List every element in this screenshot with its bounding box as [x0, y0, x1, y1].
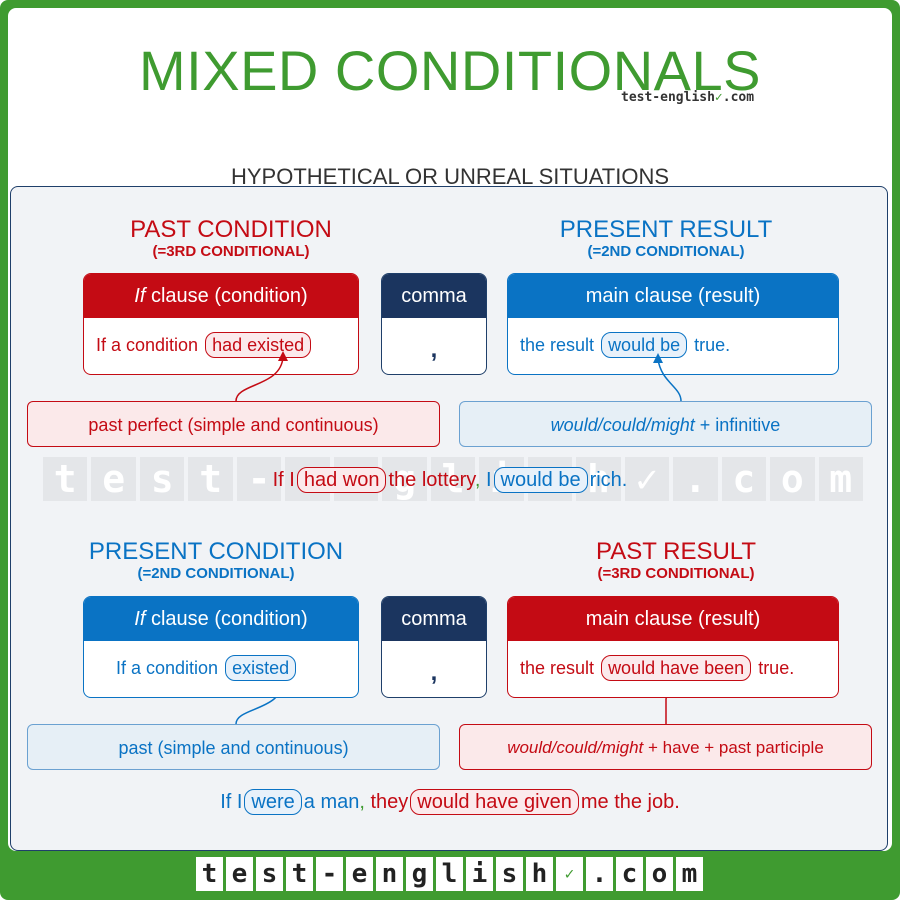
main-clause-box: main clause (result) the result would be… [507, 273, 839, 375]
verb-pill: would be [601, 332, 688, 358]
header-title: PAST CONDITION [130, 216, 332, 243]
brand-prefix: test-english [621, 90, 715, 105]
header-subtitle: (=2ND CONDITIONAL) [137, 565, 295, 582]
main-clause-box: main clause (result) the result would ha… [507, 596, 839, 698]
comma-head: comma [382, 597, 486, 641]
header-subtitle: (=2ND CONDITIONAL) [587, 243, 745, 260]
brand-logo: test-english✓.com [621, 90, 754, 105]
content-area: MIXED CONDITIONALS test-english✓.com HYP… [8, 8, 892, 851]
letter-tile: e [226, 857, 253, 891]
letter-tile: t [188, 457, 233, 501]
letter-tile: m [818, 457, 863, 501]
comma-symbol: , [430, 336, 438, 363]
letter-tile: c [616, 857, 643, 891]
verb-pill: would have given [410, 789, 579, 815]
letter-tile: g [382, 457, 427, 501]
letter-tile: h [576, 457, 621, 501]
if-clause-head: If clause (condition) [84, 597, 358, 641]
verb-pill: existed [225, 655, 297, 681]
header-title: PRESENT CONDITION [88, 538, 344, 565]
brand-suffix: .com [722, 90, 755, 105]
past-condition-header: PAST CONDITION (=3RD CONDITIONAL) [81, 217, 381, 261]
letter-tile: i [466, 857, 493, 891]
letter-tile: s [496, 857, 523, 891]
header-title: PAST RESULT [595, 538, 757, 565]
comma-head: comma [382, 274, 486, 318]
main-panel: test-english✓.com PAST CONDITION (=3RD C… [10, 186, 888, 851]
letter-tile: m [676, 857, 703, 891]
check-icon: ✓ [556, 857, 583, 891]
if-clause-head: If clause (condition) [84, 274, 358, 318]
check-icon: ✓ [714, 90, 723, 105]
header-subtitle: (=3RD CONDITIONAL) [597, 565, 755, 582]
letter-tile: e [346, 857, 373, 891]
past-perfect-note: past perfect (simple and continuous) [27, 401, 440, 447]
main-clause-body: the result would be true. [508, 318, 838, 372]
infinitive-note: would/could/might + infinitive [459, 401, 872, 447]
subtitle: HYPOTHETICAL OR UNREAL SITUATIONS [230, 164, 670, 189]
past-participle-note: would/could/might + have + past particip… [459, 724, 872, 770]
if-clause-box: If clause (condition) If a condition exi… [83, 596, 359, 698]
main-clause-head: main clause (result) [508, 274, 838, 318]
letter-tile: o [770, 457, 815, 501]
if-clause-box: If clause (condition) If a condition had… [83, 273, 359, 375]
letter-tile: l [430, 457, 476, 501]
letter-tile: c [721, 457, 767, 501]
letter-tile: g [406, 857, 433, 891]
letter-tile: t [286, 857, 313, 891]
letter-tile: l [436, 857, 463, 891]
letter-tile: t [43, 457, 88, 501]
past-result-header: PAST RESULT (=3RD CONDITIONAL) [526, 539, 826, 583]
letter-tile: . [673, 457, 718, 501]
letter-tile: h [526, 857, 553, 891]
present-result-header: PRESENT RESULT (=2ND CONDITIONAL) [516, 217, 816, 261]
letter-tile: . [586, 857, 613, 891]
past-simple-note: past (simple and continuous) [27, 724, 440, 770]
letter-tile: n [376, 857, 403, 891]
if-clause-body: If a condition had existed [84, 318, 358, 372]
letter-tile: - [236, 457, 282, 501]
if-clause-body: If a condition existed [84, 641, 358, 695]
page-title: MIXED CONDITIONALS [139, 39, 761, 102]
main-clause-head: main clause (result) [508, 597, 838, 641]
main-clause-body: the result would have been true. [508, 641, 838, 695]
verb-pill: had won [296, 467, 387, 493]
comma-symbol: , [430, 659, 438, 686]
letter-tile: t [196, 857, 223, 891]
header-title: PRESENT RESULT [559, 216, 773, 243]
letter-tile: - [316, 857, 343, 891]
letter-tile: o [646, 857, 673, 891]
present-condition-header: PRESENT CONDITION (=2ND CONDITIONAL) [66, 539, 366, 583]
verb-pill: would have been [601, 655, 752, 681]
letter-tile: s [256, 857, 283, 891]
footer-brand: t e s t - e n g l i s h ✓. c o m [196, 857, 703, 891]
comma-box: comma , [381, 596, 487, 698]
check-icon: ✓ [624, 457, 670, 501]
comma-box: comma , [381, 273, 487, 375]
header-subtitle: (=3RD CONDITIONAL) [152, 243, 310, 260]
verb-pill: were [244, 789, 302, 815]
letter-tile: s [139, 457, 185, 501]
letter-tile: e [91, 457, 136, 501]
verb-pill: had existed [205, 332, 312, 358]
verb-pill: would be [493, 467, 588, 493]
